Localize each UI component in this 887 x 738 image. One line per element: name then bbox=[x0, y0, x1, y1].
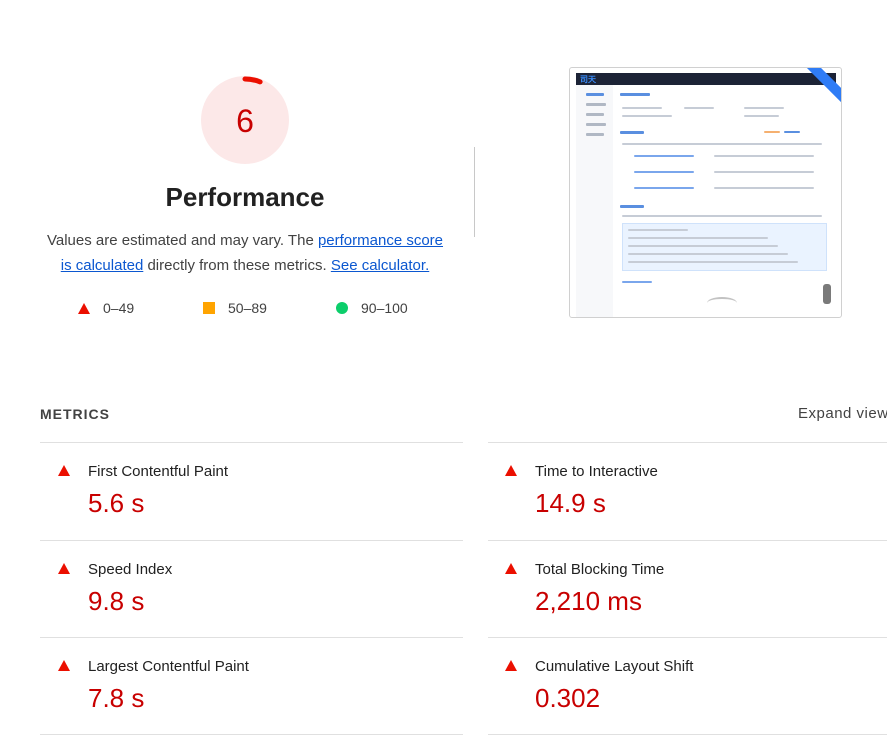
thumbnail-sidebar bbox=[576, 85, 613, 317]
score-legend: 0–49 50–89 90–100 bbox=[60, 298, 460, 318]
metric-name: Cumulative Layout Shift bbox=[535, 658, 694, 675]
circle-icon bbox=[336, 302, 348, 314]
performance-score: 6 bbox=[236, 102, 254, 139]
thumbnail-content bbox=[614, 85, 836, 317]
thumbnail-topbar bbox=[576, 73, 836, 85]
metric-first-contentful-paint: First Contentful Paint 5.6 s bbox=[40, 442, 463, 540]
metric-total-blocking-time: Total Blocking Time 2,210 ms bbox=[488, 540, 887, 638]
metrics-heading: METRICS bbox=[40, 406, 110, 422]
fail-triangle-icon bbox=[58, 563, 70, 574]
fail-triangle-icon bbox=[58, 465, 70, 476]
vertical-divider bbox=[474, 147, 475, 237]
metric-value: 7.8 s bbox=[88, 683, 145, 713]
metric-largest-contentful-paint: Largest Contentful Paint 7.8 s bbox=[40, 637, 463, 735]
performance-description: Values are estimated and may vary. The p… bbox=[40, 228, 450, 278]
legend-label: 50–89 bbox=[228, 300, 267, 316]
metric-value: 2,210 ms bbox=[535, 586, 642, 616]
metric-name: Total Blocking Time bbox=[535, 561, 665, 578]
legend-label: 90–100 bbox=[361, 300, 408, 316]
legend-item-average: 50–89 bbox=[203, 298, 267, 318]
fail-triangle-icon bbox=[505, 465, 517, 476]
metric-time-to-interactive: Time to Interactive 14.9 s bbox=[488, 442, 887, 540]
square-icon bbox=[203, 302, 215, 314]
performance-score-link[interactable]: performance score is calculated bbox=[60, 232, 444, 274]
metrics-bottom-border bbox=[40, 734, 463, 735]
metric-name: First Contentful Paint bbox=[88, 463, 229, 480]
thumbnail-logo: 司天 bbox=[580, 75, 596, 84]
gauge-ring bbox=[201, 76, 289, 164]
legend-item-fail: 0–49 bbox=[78, 298, 134, 318]
performance-gauge[interactable]: 6 bbox=[199, 74, 291, 166]
metric-value: 14.9 s bbox=[535, 488, 606, 518]
metrics-bottom-border bbox=[488, 734, 887, 735]
performance-title: Performance bbox=[165, 182, 325, 212]
description-prefix: Values are estimated and may vary. The bbox=[46, 232, 318, 249]
metric-name: Speed Index bbox=[88, 561, 173, 578]
thumbnail-scroll-control bbox=[823, 284, 831, 304]
metric-value: 9.8 s bbox=[88, 586, 145, 616]
final-screenshot-thumbnail[interactable]: 司天 bbox=[569, 67, 842, 318]
metric-value: 5.6 s bbox=[88, 488, 145, 518]
fail-triangle-icon bbox=[58, 660, 70, 671]
legend-label: 0–49 bbox=[103, 300, 135, 316]
expand-view-toggle[interactable]: Expand view bbox=[798, 405, 887, 422]
metric-name: Time to Interactive bbox=[535, 463, 658, 480]
fail-triangle-icon bbox=[505, 563, 517, 574]
triangle-icon bbox=[78, 302, 90, 314]
legend-item-pass: 90–100 bbox=[336, 298, 408, 318]
fail-triangle-icon bbox=[505, 660, 517, 671]
description-middle: directly from these metrics. bbox=[143, 257, 331, 274]
see-calculator-link[interactable]: See calculator. bbox=[330, 257, 430, 274]
metric-cumulative-layout-shift: Cumulative Layout Shift 0.302 bbox=[488, 637, 887, 735]
loading-spinner-icon bbox=[707, 297, 737, 309]
metric-value: 0.302 bbox=[535, 683, 601, 713]
metric-name: Largest Contentful Paint bbox=[88, 658, 249, 675]
metric-speed-index: Speed Index 9.8 s bbox=[40, 540, 463, 638]
